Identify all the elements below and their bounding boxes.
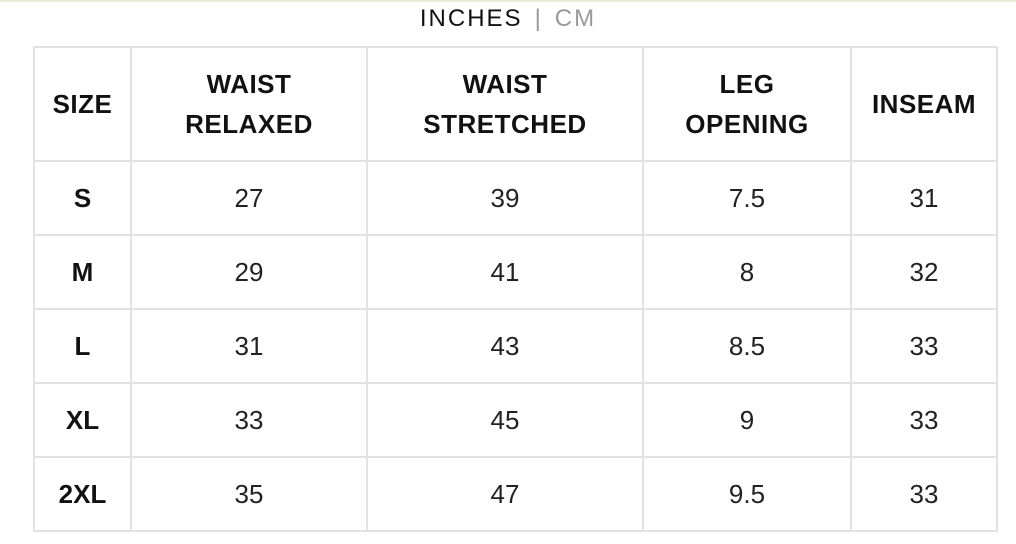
- header-line: OPENING: [685, 109, 809, 139]
- size-cell: 2XL: [33, 456, 132, 532]
- measure-cell: 8.5: [642, 308, 852, 384]
- measure-cell: 31: [130, 308, 368, 384]
- header-line: STRETCHED: [423, 109, 587, 139]
- unit-toggle: INCHES | CM: [0, 3, 1016, 33]
- measure-cell: 47: [366, 456, 644, 532]
- measure-cell: 41: [366, 234, 644, 310]
- top-rule: [0, 0, 1016, 2]
- measure-cell: 33: [130, 382, 368, 458]
- unit-cm[interactable]: CM: [554, 4, 597, 32]
- header-line: WAIST: [462, 69, 548, 99]
- size-cell: S: [33, 160, 132, 236]
- table-row: M 29 41 8 32: [33, 234, 998, 310]
- measure-cell: 39: [366, 160, 644, 236]
- measure-cell: 33: [850, 382, 998, 458]
- table-row: XL 33 45 9 33: [33, 382, 998, 458]
- header-line: WAIST: [206, 69, 292, 99]
- unit-inches[interactable]: INCHES: [419, 4, 523, 32]
- header-line: INSEAM: [871, 89, 977, 119]
- header-line: RELAXED: [185, 109, 313, 139]
- measure-cell: 7.5: [642, 160, 852, 236]
- measure-cell: 31: [850, 160, 998, 236]
- measure-cell: 32: [850, 234, 998, 310]
- measure-cell: 45: [366, 382, 644, 458]
- header-cell: SIZE: [33, 46, 132, 162]
- measure-cell: 8: [642, 234, 852, 310]
- measure-cell: 29: [130, 234, 368, 310]
- table-row: L 31 43 8.5 33: [33, 308, 998, 384]
- measure-cell: 9.5: [642, 456, 852, 532]
- size-table: SIZE WAIST RELAXED WAIST STRETCHED LEG OPENING…: [33, 46, 998, 532]
- header-cell: LEG OPENING: [642, 46, 852, 162]
- measure-cell: 43: [366, 308, 644, 384]
- header-line: SIZE: [52, 89, 113, 119]
- header-cell: INSEAM: [850, 46, 998, 162]
- measure-cell: 33: [850, 308, 998, 384]
- size-cell: M: [33, 234, 132, 310]
- table-row: 2XL 35 47 9.5 33: [33, 456, 998, 532]
- header-cell: WAIST STRETCHED: [366, 46, 644, 162]
- table-row: S 27 39 7.5 31: [33, 160, 998, 236]
- measure-cell: 33: [850, 456, 998, 532]
- measure-cell: 9: [642, 382, 852, 458]
- unit-separator: |: [534, 4, 543, 32]
- size-cell: L: [33, 308, 132, 384]
- header-cell: WAIST RELAXED: [130, 46, 368, 162]
- header-row: SIZE WAIST RELAXED WAIST STRETCHED LEG OPENING…: [33, 46, 998, 162]
- size-cell: XL: [33, 382, 132, 458]
- measure-cell: 27: [130, 160, 368, 236]
- header-line: LEG: [719, 69, 775, 99]
- measure-cell: 35: [130, 456, 368, 532]
